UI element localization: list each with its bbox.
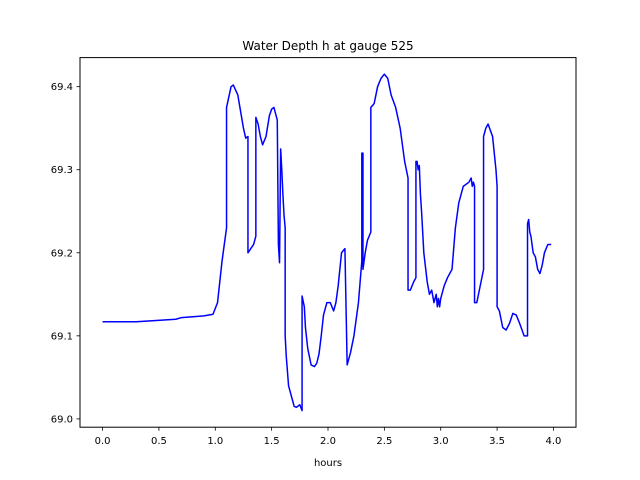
x-tick-label: 3.0 — [433, 436, 449, 447]
y-tick-label: 69.3 — [51, 165, 73, 176]
plot-area — [102, 73, 552, 412]
y-tick-label: 69.1 — [51, 331, 73, 342]
x-tick-label: 3.5 — [489, 436, 505, 447]
y-tick-label: 69.2 — [51, 248, 73, 259]
x-tick-label: 0.5 — [151, 436, 167, 447]
x-tick-label: 1.5 — [264, 436, 280, 447]
series-line-0 — [102, 73, 552, 412]
axis-ticks: 0.0 0.5 1.0 1.5 2.0 2.5 3.0 3.5 4.0 69.0 69.1 69.2 6… — [51, 82, 562, 447]
y-tick-label: 69.0 — [51, 414, 73, 425]
x-tick-label: 4.0 — [546, 436, 562, 447]
x-tick-label: 1.0 — [207, 436, 223, 447]
x-tick-label: 0.0 — [95, 436, 111, 447]
y-tick-label: 69.4 — [51, 82, 73, 93]
x-tick-label: 2.0 — [320, 436, 336, 447]
x-tick-label: 2.5 — [376, 436, 392, 447]
plot-frame — [79, 57, 577, 428]
x-axis-label: hours — [314, 458, 342, 469]
chart-title: Water Depth h at gauge 525 — [242, 39, 413, 53]
